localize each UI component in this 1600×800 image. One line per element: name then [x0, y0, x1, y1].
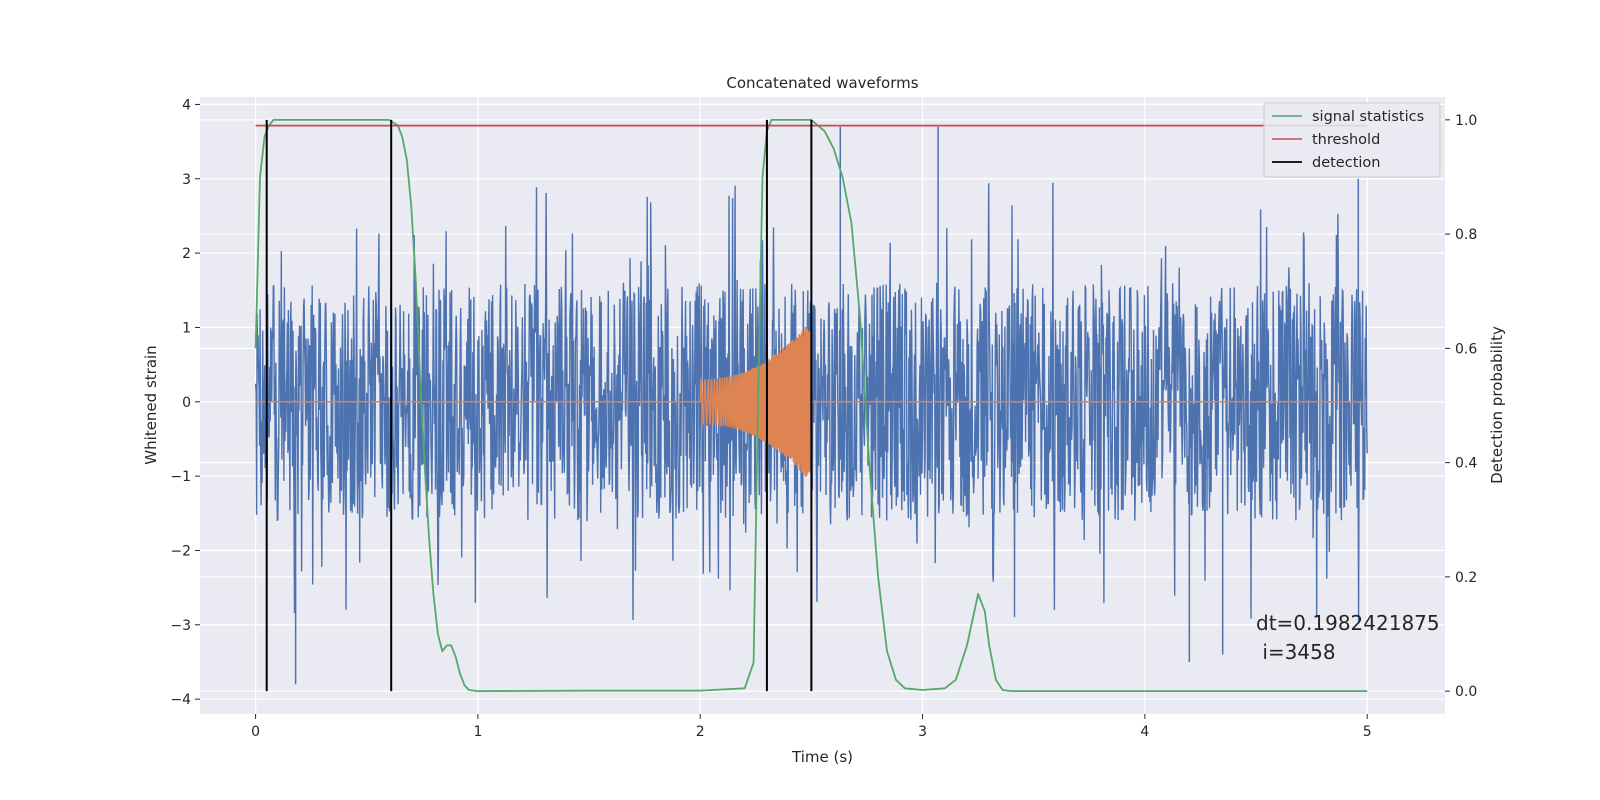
y-tick-label: −1	[170, 469, 191, 485]
y2-tick-label: 0.8	[1455, 227, 1477, 243]
y-tick-label: 2	[182, 246, 191, 262]
signal-statistics-series	[254, 119, 1368, 692]
signal-statistics-line	[254, 119, 1368, 692]
annotation-dt: dt=0.1982421875	[1256, 611, 1440, 635]
y2-tick-label: 0.4	[1455, 456, 1477, 472]
chart-title: Concatenated waveforms	[726, 74, 918, 92]
y2-tick-label: 0.2	[1455, 570, 1477, 586]
x-tick-label: 4	[1140, 724, 1149, 740]
x-tick-label: 2	[696, 724, 705, 740]
x-tick-label: 3	[918, 724, 927, 740]
legend-label-threshold: threshold	[1312, 132, 1380, 148]
legend-label-detection: detection	[1312, 155, 1380, 171]
x-axis-label: Time (s)	[791, 748, 853, 766]
y-tick-label: 1	[182, 320, 191, 336]
y2-tick-label: 0.6	[1455, 341, 1477, 357]
y-tick-label: 0	[182, 395, 191, 411]
axis-ticks: 0 1 2 3 4 5 −4 −3 −2 −1 0 1 2 3 4 0.0 0.2 0.4 0.6 0.8 1.0	[170, 97, 1477, 740]
y-axis-label: Whitened strain	[142, 345, 160, 464]
y-tick-label: −2	[170, 543, 191, 559]
y-tick-label: 4	[182, 97, 191, 113]
annotation-i: i=3458	[1256, 640, 1336, 664]
template-trace	[255, 326, 1368, 477]
y-tick-label: 3	[182, 172, 191, 188]
x-tick-label: 1	[473, 724, 482, 740]
y-tick-label: −4	[170, 692, 191, 708]
x-tick-label: 0	[251, 724, 260, 740]
template-waveform-series	[255, 326, 1368, 477]
y2-tick-label: 1.0	[1455, 113, 1477, 129]
x-tick-label: 5	[1363, 724, 1372, 740]
y-tick-label: −3	[170, 618, 191, 634]
y2-axis-label: Detection probability	[1488, 326, 1506, 484]
y2-tick-label: 0.0	[1455, 684, 1477, 700]
legend: signal statistics threshold detection	[1263, 102, 1441, 178]
legend-label-signal-statistics: signal statistics	[1312, 109, 1424, 125]
